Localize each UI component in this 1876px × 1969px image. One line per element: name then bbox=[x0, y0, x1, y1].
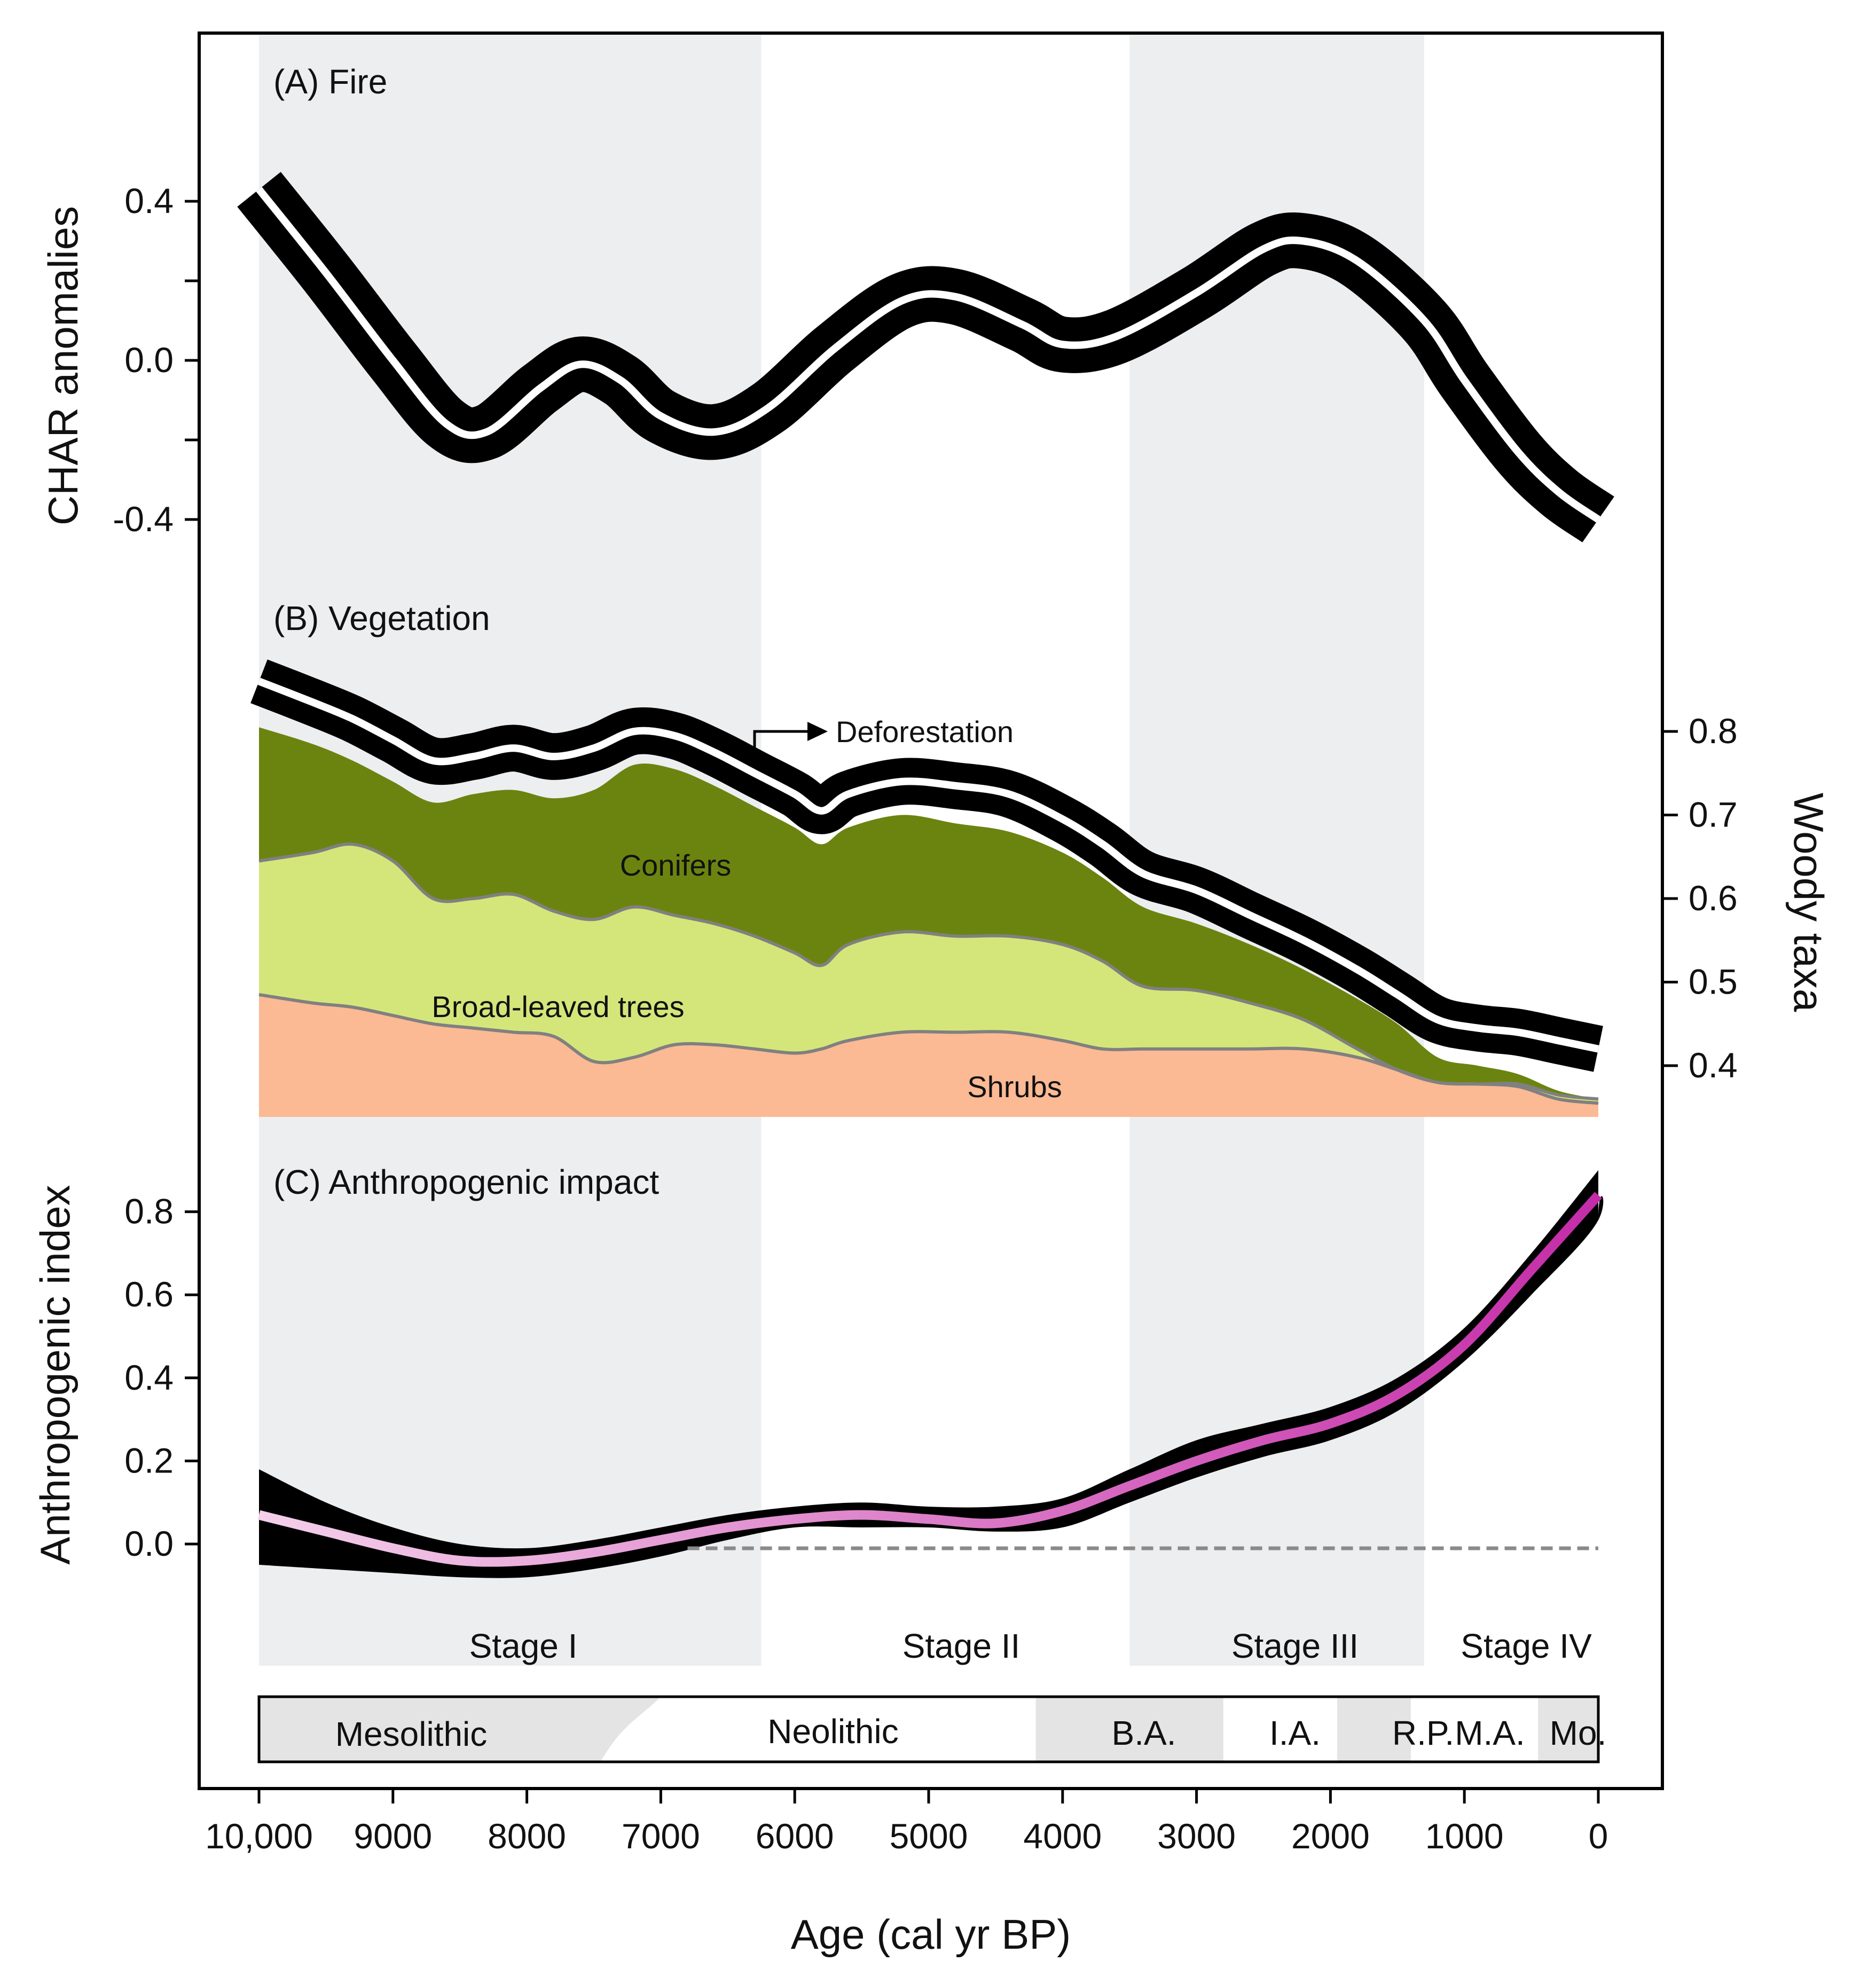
panel-a-ytick-label-1: 0.0 bbox=[124, 340, 174, 380]
panel-b-ylabel: Woody taxa bbox=[1785, 793, 1832, 1012]
impact-band bbox=[259, 1170, 1604, 1578]
x-tick-label-1: 9000 bbox=[354, 1816, 432, 1856]
panel-b-ytick-label-0: 0.8 bbox=[1689, 711, 1738, 751]
woody-line bbox=[257, 678, 1599, 1053]
stage-3-label: Stage III bbox=[1231, 1627, 1359, 1665]
deforestation-arrow-line bbox=[753, 730, 812, 766]
panel-vegetation: 0.8 0.7 0.6 0.5 0.4 bbox=[250, 659, 1738, 1117]
panel-c-ytick-label-0: 0.8 bbox=[124, 1192, 174, 1231]
x-tick-label-10: 0 bbox=[1589, 1816, 1608, 1856]
x-tick-label-4: 6000 bbox=[756, 1816, 834, 1856]
period-shade-3 bbox=[1035, 1697, 1223, 1762]
area-divider-1 bbox=[258, 842, 1599, 1101]
panel-c-title: (C) Anthropogenic impact bbox=[273, 1163, 659, 1201]
panel-b-ytick-label-4: 0.4 bbox=[1689, 1045, 1738, 1085]
fire-line-0 bbox=[256, 187, 1600, 523]
panel-fire: 0.4 0.0 -0.4 bbox=[113, 172, 1614, 543]
conifers-label: Conifers bbox=[620, 848, 732, 882]
panel-b-ytick-label-3: 0.5 bbox=[1689, 962, 1738, 1002]
x-axis-title: Age (cal yr BP) bbox=[791, 1911, 1071, 1958]
panel-c-ytick-label-1: 0.6 bbox=[124, 1274, 174, 1314]
area-shrubs bbox=[259, 995, 1598, 1117]
period-modern-label: Mo. bbox=[1550, 1714, 1607, 1752]
period-shade-5 bbox=[1337, 1697, 1411, 1762]
plot-frame bbox=[198, 31, 1664, 1790]
panel-a-ytick-label-0: 0.4 bbox=[124, 181, 174, 220]
period-shade-7 bbox=[1538, 1697, 1598, 1762]
period-middle-ages-label: M.A. bbox=[1455, 1714, 1525, 1752]
x-tick-label-9: 1000 bbox=[1425, 1816, 1504, 1856]
x-tick-label-7: 3000 bbox=[1157, 1816, 1236, 1856]
period-roman-label: R.P. bbox=[1392, 1714, 1454, 1752]
shrubs-label: Shrubs bbox=[967, 1070, 1062, 1104]
stage-2-label: Stage II bbox=[902, 1627, 1021, 1665]
panel-a-ylabel: CHAR anomalies bbox=[40, 206, 87, 525]
x-axis: 10,000 9000 8000 7000 6000 5000 4000 3000 2000 10… bbox=[205, 1790, 1608, 1856]
x-tick-label-6: 4000 bbox=[1023, 1816, 1102, 1856]
broad-leaved-trees-label: Broad-leaved trees bbox=[431, 990, 684, 1023]
panel-a-title: (A) Fire bbox=[273, 62, 387, 101]
period-iron-age-label: I.A. bbox=[1269, 1714, 1321, 1752]
deforestation-arrow-head bbox=[807, 722, 828, 741]
panel-a-ytick-label-2: -0.4 bbox=[113, 499, 174, 539]
panel-anthropogenic-impact: 0.8 0.6 0.4 0.2 0.0 bbox=[124, 1170, 1604, 1578]
period-neolithic-label: Neolithic bbox=[767, 1712, 898, 1751]
panel-c-ytick-label-2: 0.4 bbox=[124, 1358, 174, 1397]
period-bar bbox=[257, 1695, 1600, 1763]
impact-line bbox=[257, 1192, 1602, 1567]
stage-4-label: Stage IV bbox=[1461, 1627, 1592, 1665]
panel-b-ytick-label-1: 0.7 bbox=[1689, 795, 1738, 834]
period-shade-1 bbox=[259, 1697, 661, 1762]
x-tick-label-0: 10,000 bbox=[205, 1816, 313, 1856]
x-tick-label-8: 2000 bbox=[1291, 1816, 1370, 1856]
panel-c-ytick-label-3: 0.2 bbox=[124, 1440, 174, 1480]
panel-b-ytick-label-2: 0.6 bbox=[1689, 878, 1738, 918]
panel-c-ytick-label-4: 0.0 bbox=[124, 1524, 174, 1563]
deforestation-label: Deforestation bbox=[836, 715, 1014, 749]
x-tick-label-2: 8000 bbox=[488, 1816, 566, 1856]
period-mesolithic-label: Mesolithic bbox=[335, 1715, 488, 1753]
x-tick-label-5: 5000 bbox=[890, 1816, 968, 1856]
period-bronze-age-label: B.A. bbox=[1112, 1714, 1176, 1752]
period-bar-frame bbox=[257, 1695, 1600, 1763]
x-tick-label-3: 7000 bbox=[622, 1816, 700, 1856]
area-divider-0 bbox=[258, 993, 1599, 1105]
panel-c-ylabel: Anthropogenic index bbox=[32, 1185, 79, 1564]
stage-1-label: Stage I bbox=[469, 1627, 578, 1665]
panel-b-title: (B) Vegetation bbox=[273, 599, 490, 637]
